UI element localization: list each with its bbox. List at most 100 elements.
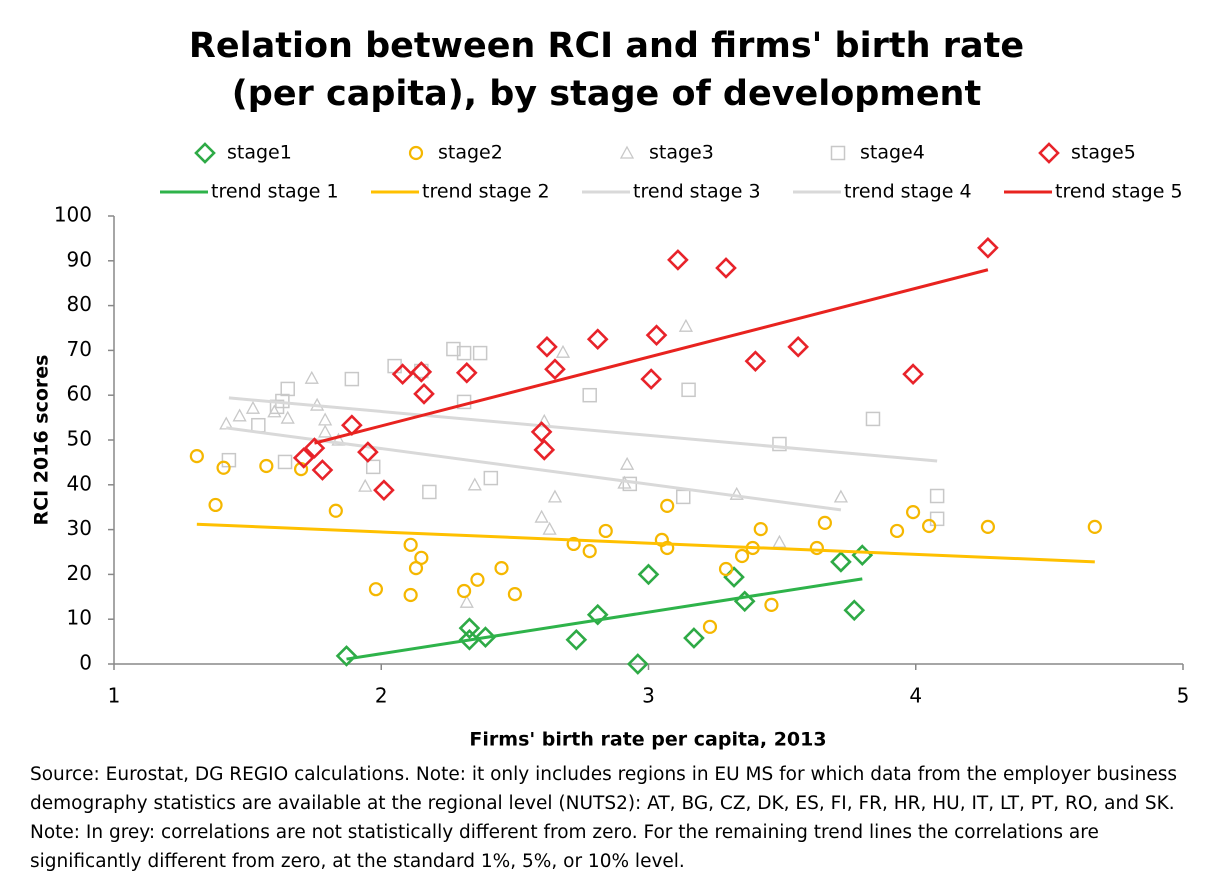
marker-triangle (318, 424, 333, 438)
y-tick-label: 10 (67, 606, 92, 630)
marker-triangle (358, 478, 373, 492)
marker-circle (753, 522, 768, 537)
marker-circle (494, 561, 509, 576)
y-tick-label: 80 (67, 292, 92, 316)
source-note: Source: Eurostat, DG REGIO calculations.… (30, 764, 1177, 872)
marker-square (280, 381, 295, 397)
marker-diamond (357, 441, 379, 463)
marker-circle (328, 503, 343, 518)
x-tick-label: 2 (375, 684, 388, 708)
marker-triangle (772, 534, 787, 548)
trend-line (314, 268, 989, 445)
marker-diamond (194, 142, 216, 164)
marker-circle (408, 145, 424, 161)
marker-square (865, 411, 881, 427)
marker-triangle (331, 432, 346, 446)
marker-circle (764, 597, 779, 612)
legend-label: stage3 (649, 142, 714, 164)
legend-label: stage2 (438, 142, 503, 164)
marker-triangle (304, 370, 319, 384)
marker-square (929, 488, 945, 504)
marker-diamond (373, 479, 395, 502)
marker-circle (368, 582, 384, 597)
marker-diamond (715, 257, 737, 279)
marker-circle (922, 518, 937, 534)
marker-circle (889, 523, 905, 539)
marker-diamond (744, 350, 767, 372)
marker-circle (566, 536, 581, 552)
trend-line (228, 396, 938, 463)
trend-line (226, 426, 842, 512)
marker-square (277, 454, 293, 470)
marker-diamond (292, 447, 315, 469)
y-axis-label: RCI 2016 scores (31, 355, 53, 526)
legend-label: stage1 (227, 142, 292, 164)
legend-label: trend stage 3 (633, 181, 761, 203)
legend-label: trend stage 2 (422, 181, 550, 203)
legend-label: trend stage 1 (211, 181, 339, 203)
marker-triangle (833, 489, 849, 503)
marker-square (422, 484, 437, 500)
marker-circle (456, 583, 472, 599)
marker-triangle (729, 486, 744, 500)
marker-circle (809, 540, 824, 556)
marker-triangle (620, 456, 635, 470)
marker-triangle (245, 400, 261, 414)
marker-diamond (410, 361, 433, 383)
x-tick-label: 5 (1177, 684, 1190, 708)
marker-square (929, 511, 945, 527)
marker-circle (582, 544, 597, 559)
y-tick-label: 20 (67, 561, 92, 585)
marker-diamond (683, 627, 705, 649)
marker-circle (702, 619, 718, 634)
marker-diamond (536, 335, 558, 358)
marker-diamond (851, 544, 874, 566)
marker-triangle (534, 509, 549, 523)
marker-circle (470, 572, 485, 587)
marker-circle (414, 550, 429, 565)
marker-diamond (667, 249, 689, 271)
y-tick-label: 40 (67, 471, 92, 495)
trend-line (196, 522, 1095, 564)
marker-circle (208, 497, 223, 513)
marker-triangle (619, 145, 635, 159)
marker-triangle (280, 410, 295, 424)
chart-title: Relation between RCI and firms' birth ra… (188, 26, 1025, 114)
marker-square (772, 436, 787, 452)
marker-diamond (787, 335, 809, 358)
y-tick-label: 60 (67, 382, 92, 406)
marker-diamond (1038, 142, 1060, 164)
marker-diamond (413, 383, 435, 405)
marker-diamond (565, 628, 588, 651)
marker-circle (598, 523, 613, 539)
marker-square (681, 382, 696, 398)
marker-triangle (467, 477, 482, 491)
marker-triangle (678, 318, 694, 332)
legend-label: stage5 (1071, 142, 1136, 164)
marker-square (483, 470, 499, 486)
trend-line (346, 577, 863, 661)
marker-diamond (391, 363, 414, 385)
marker-diamond (723, 566, 745, 588)
marker-circle (660, 540, 675, 556)
marker-circle (1087, 519, 1102, 535)
marker-triangle (547, 489, 563, 503)
y-tick-label: 50 (67, 427, 92, 451)
legend-label: trend stage 5 (1055, 181, 1183, 203)
marker-diamond (533, 439, 556, 461)
marker-circle (905, 505, 921, 520)
marker-diamond (311, 459, 334, 481)
x-tick-label: 4 (909, 684, 922, 708)
y-tick-label: 90 (67, 247, 92, 271)
marker-triangle (459, 594, 474, 608)
marker-diamond (335, 645, 358, 667)
marker-triangle (232, 408, 247, 422)
marker-square (472, 345, 488, 361)
marker-circle (980, 519, 996, 535)
marker-diamond (830, 551, 852, 573)
marker-square (446, 341, 461, 357)
y-tick-label: 100 (54, 203, 92, 227)
marker-square (387, 358, 402, 374)
marker-diamond (637, 563, 660, 586)
